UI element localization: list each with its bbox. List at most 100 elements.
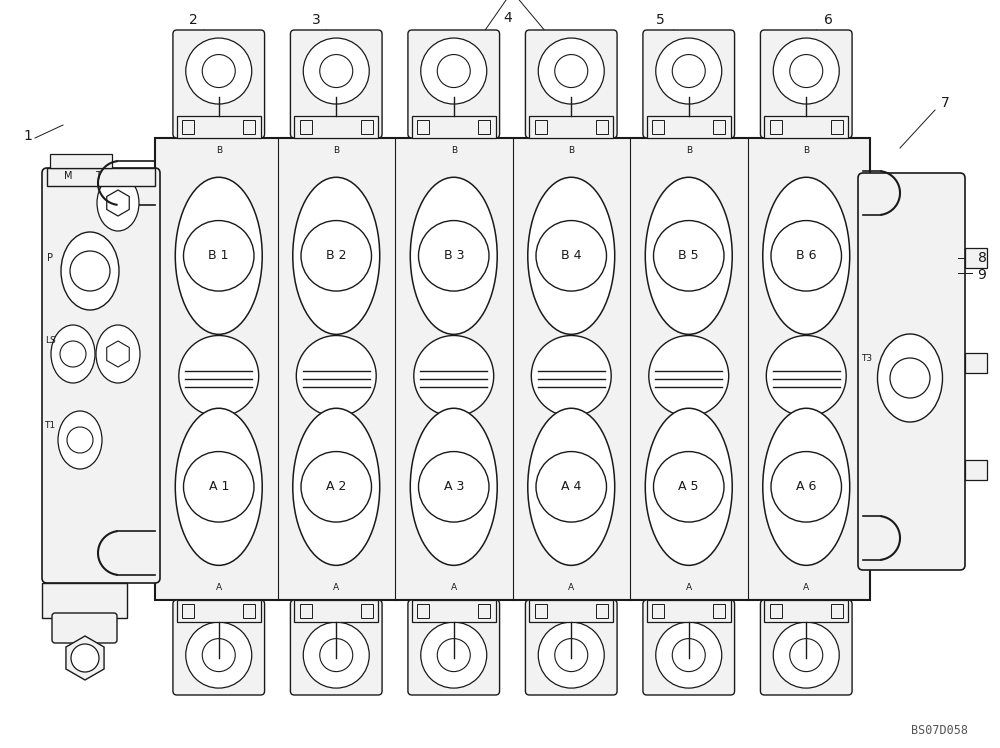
Polygon shape [107,190,129,216]
Circle shape [790,639,823,672]
Text: A: A [216,583,222,592]
Text: 2: 2 [189,13,198,27]
Ellipse shape [531,336,611,417]
Text: B: B [686,146,692,155]
Bar [478,604,490,618]
Circle shape [421,622,487,688]
Text: A: A [803,583,809,592]
FancyBboxPatch shape [290,30,382,138]
Text: 5: 5 [656,13,665,27]
FancyBboxPatch shape [52,613,117,643]
Bar [529,600,613,622]
Polygon shape [107,341,129,367]
Circle shape [202,639,235,672]
Ellipse shape [179,336,259,417]
Text: B 2: B 2 [326,249,347,263]
Bar [361,120,373,134]
Bar [647,600,731,622]
Bar [478,120,490,134]
Text: T3: T3 [861,354,873,363]
Text: T1: T1 [44,420,56,429]
Bar [300,604,312,618]
Text: 1: 1 [24,129,32,143]
Text: 9: 9 [978,268,986,282]
Circle shape [437,55,470,88]
Ellipse shape [58,411,102,469]
FancyBboxPatch shape [760,600,852,695]
Bar [713,120,725,134]
Bar [596,120,608,134]
Bar [182,604,194,618]
FancyBboxPatch shape [173,600,265,695]
Text: B: B [333,146,339,155]
Bar [155,138,870,600]
Ellipse shape [296,336,376,417]
Ellipse shape [410,177,497,334]
Bar [417,120,429,134]
Circle shape [418,221,489,291]
Bar [770,120,782,134]
Ellipse shape [649,336,729,417]
Text: B 3: B 3 [444,249,464,263]
Bar [647,116,731,138]
Bar [294,600,378,622]
Bar [965,460,987,480]
Circle shape [186,622,252,688]
Ellipse shape [410,408,497,565]
FancyBboxPatch shape [643,30,735,138]
Circle shape [773,38,839,104]
Bar [764,600,848,622]
Text: A 4: A 4 [561,480,581,494]
Circle shape [790,55,823,88]
Text: B: B [216,146,222,155]
Bar [50,154,112,168]
Text: 8: 8 [978,251,986,265]
FancyBboxPatch shape [525,30,617,138]
FancyBboxPatch shape [290,600,382,695]
Ellipse shape [528,408,615,565]
Circle shape [538,622,604,688]
Circle shape [771,221,842,291]
Bar [294,116,378,138]
Circle shape [60,341,86,367]
Text: T: T [95,171,101,181]
Bar [412,116,496,138]
Circle shape [536,221,606,291]
Text: 4: 4 [503,11,512,25]
Bar [652,120,664,134]
Bar [535,604,547,618]
Circle shape [303,622,369,688]
Circle shape [656,38,722,104]
Circle shape [67,427,93,453]
Bar [361,604,373,618]
Bar [529,116,613,138]
Text: 6: 6 [824,13,833,27]
Circle shape [555,55,588,88]
Text: B 1: B 1 [208,249,229,263]
FancyBboxPatch shape [643,600,735,695]
Circle shape [421,38,487,104]
Text: B: B [803,146,809,155]
Ellipse shape [96,325,140,383]
Text: P: P [47,253,53,263]
Circle shape [771,452,842,522]
Ellipse shape [175,177,262,334]
FancyBboxPatch shape [760,30,852,138]
Text: A 1: A 1 [209,480,229,494]
Text: 7: 7 [941,96,949,110]
Circle shape [320,639,353,672]
Ellipse shape [766,336,846,417]
Ellipse shape [645,408,732,565]
Ellipse shape [878,334,942,422]
Ellipse shape [645,177,732,334]
Bar [182,120,194,134]
Circle shape [536,452,606,522]
Bar [47,168,155,186]
Ellipse shape [61,232,119,310]
Text: LS: LS [45,336,55,345]
Bar [831,120,843,134]
Circle shape [418,452,489,522]
Circle shape [301,221,372,291]
Bar [177,600,261,622]
Circle shape [437,639,470,672]
